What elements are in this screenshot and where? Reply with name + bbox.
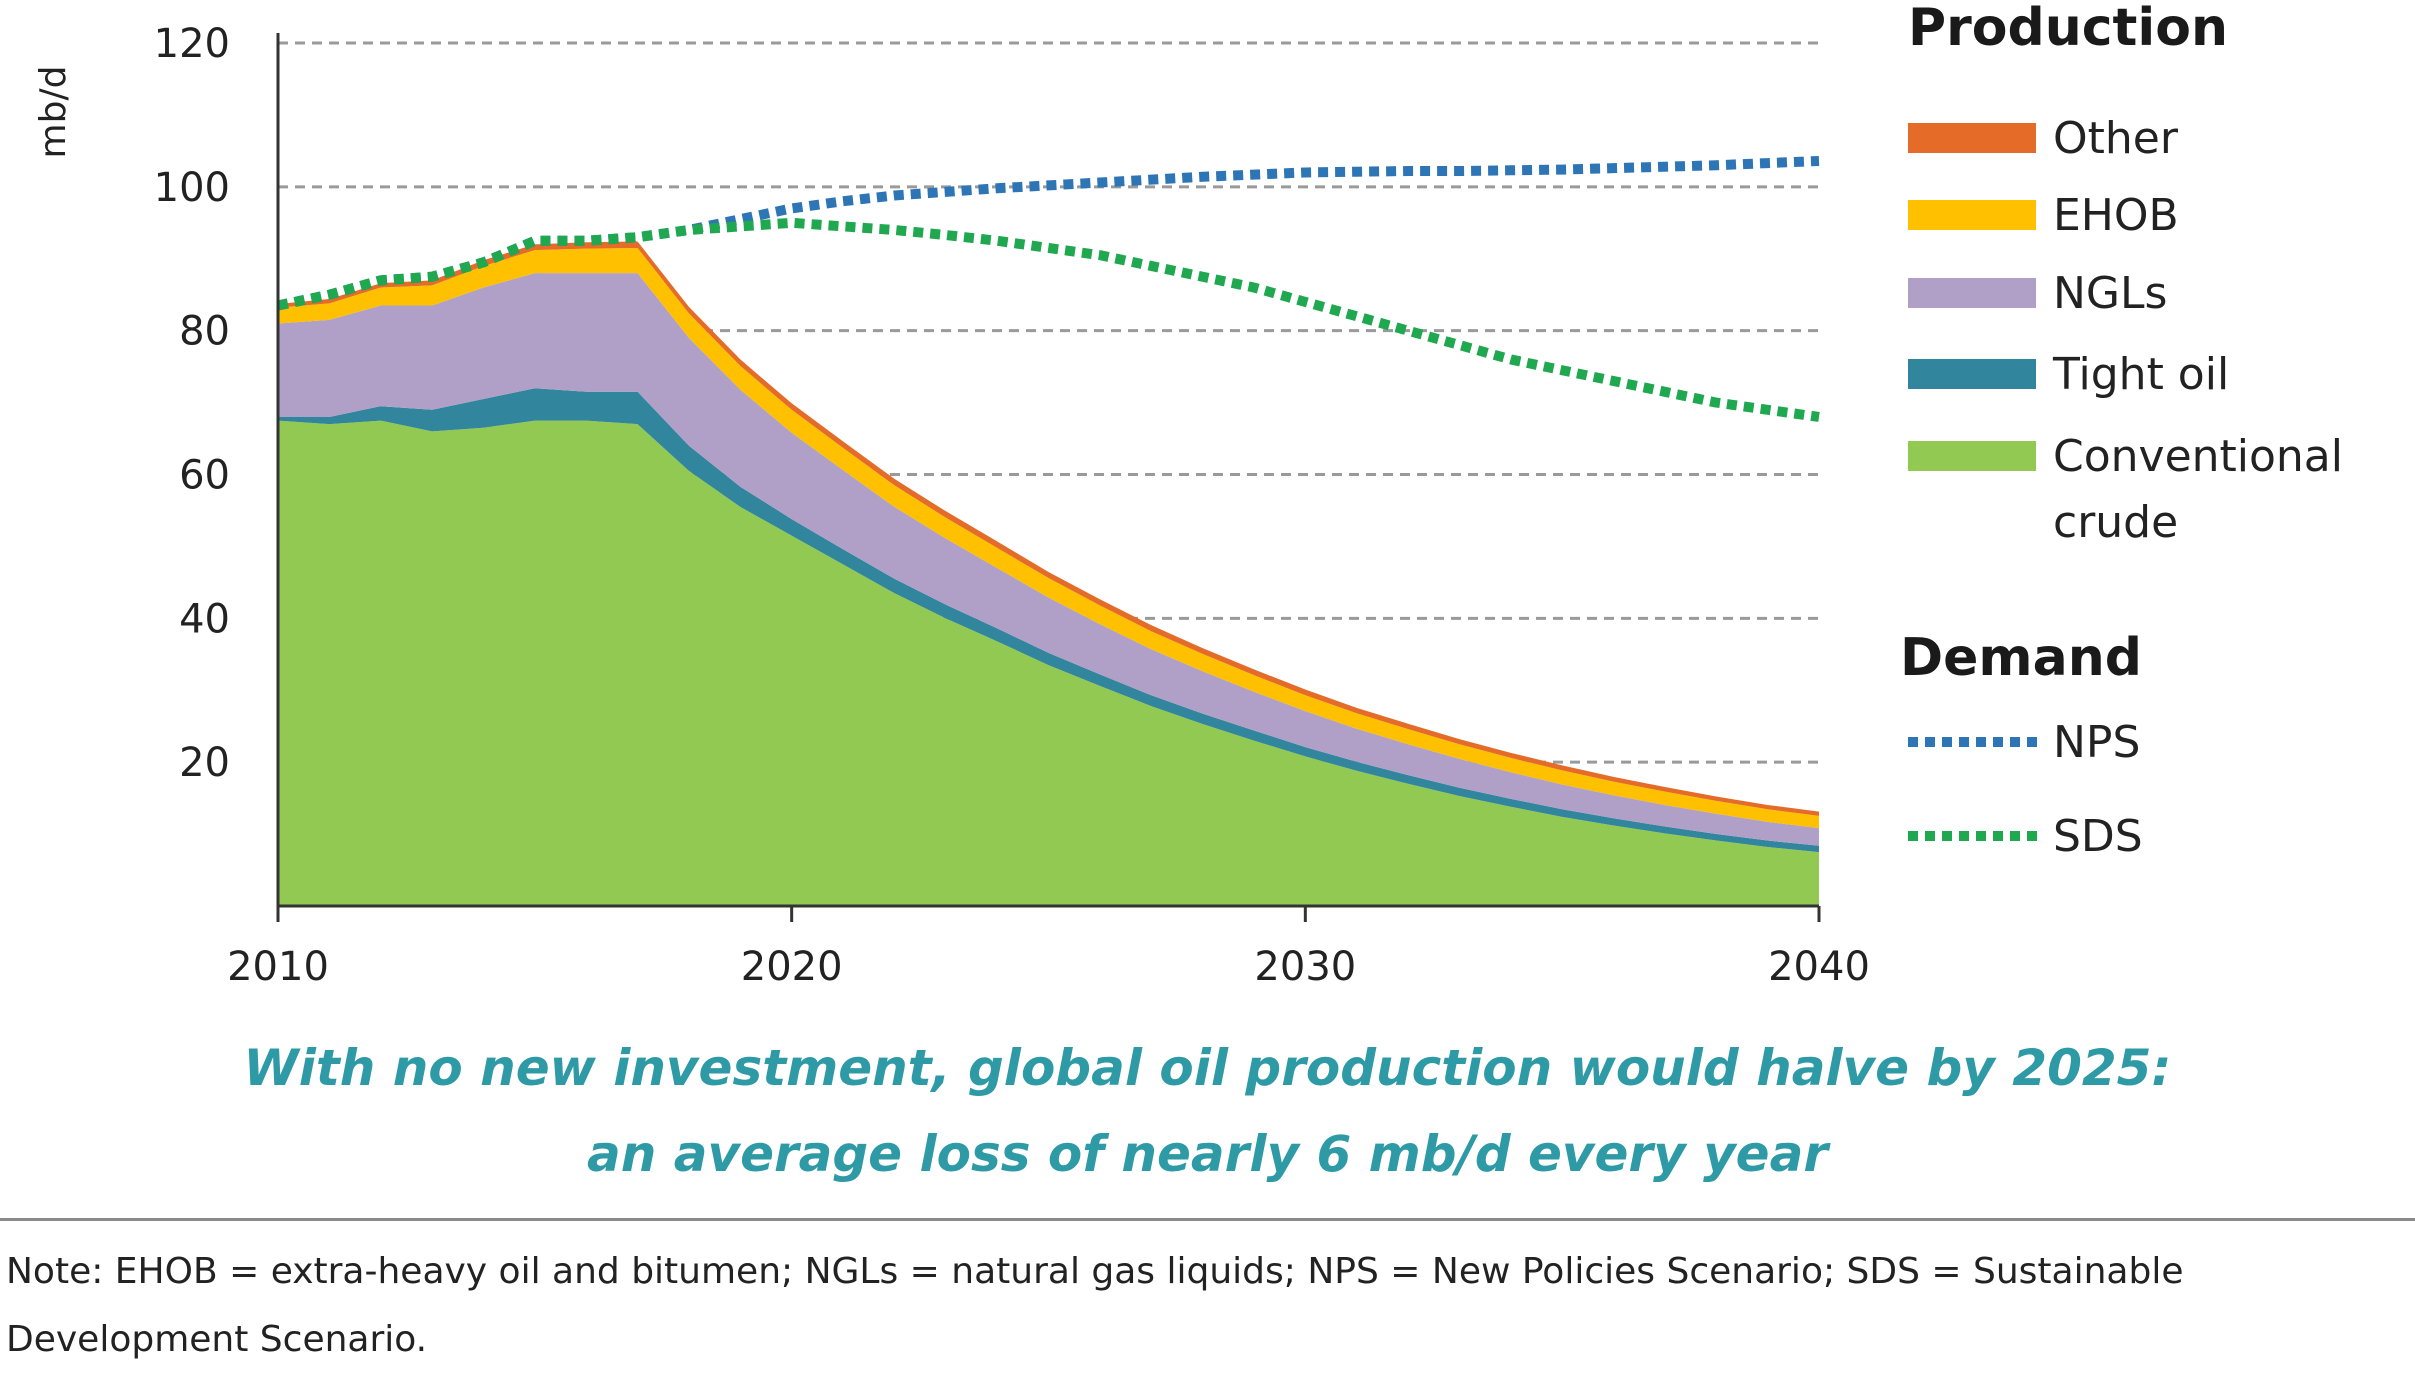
line-sds bbox=[276, 217, 1820, 422]
y-tick-label-80: 80 bbox=[179, 309, 230, 355]
legend-swatch-conventional-crude bbox=[1908, 441, 2036, 471]
y-axis-label: mb/d bbox=[33, 66, 74, 159]
legend-label-ngls: NGLs bbox=[2053, 268, 2167, 319]
divider bbox=[0, 1218, 2415, 1221]
legend-swatch-ngls bbox=[1908, 278, 2036, 308]
legend-label-conventional-crude: Conventional bbox=[2053, 431, 2343, 482]
y-tick-label-120: 120 bbox=[154, 21, 230, 67]
legend-label-conventional-crude-1: crude bbox=[2053, 497, 2178, 548]
legend-production-title: Production bbox=[1908, 0, 2228, 58]
y-tick-label-40: 40 bbox=[179, 596, 230, 642]
x-tick-label-2020: 2020 bbox=[741, 944, 843, 990]
caption-line-1: With no new investment, global oil produ… bbox=[243, 1039, 2172, 1097]
area-ngls bbox=[278, 273, 1819, 846]
y-tick-label-20: 20 bbox=[179, 740, 230, 786]
legend-demand-title: Demand bbox=[1900, 628, 2142, 688]
chart-caption: With no new investment, global oil produ… bbox=[0, 1025, 2415, 1197]
legend-label-ehob: EHOB bbox=[2053, 190, 2179, 241]
y-tick-label-100: 100 bbox=[154, 165, 230, 211]
legend-swatch-other bbox=[1908, 123, 2036, 153]
legend-swatch-ehob bbox=[1908, 200, 2036, 230]
legend-label-sds: SDS bbox=[2053, 811, 2143, 862]
demand-lines bbox=[276, 155, 1820, 422]
legend-label-nps: NPS bbox=[2053, 717, 2140, 768]
footnote: Note: EHOB = extra-heavy oil and bitumen… bbox=[6, 1251, 2184, 1360]
area-conventional-crude bbox=[278, 420, 1819, 906]
legend-label-tight-oil: Tight oil bbox=[2052, 349, 2229, 400]
x-tick-label-2030: 2030 bbox=[1254, 944, 1356, 990]
production-areas bbox=[278, 241, 1819, 906]
x-tick-label-2010: 2010 bbox=[227, 944, 329, 990]
legend-swatch-tight-oil bbox=[1908, 359, 2036, 389]
caption-line-2: an average loss of nearly 6 mb/d every y… bbox=[587, 1125, 1828, 1183]
y-tick-label-60: 60 bbox=[179, 453, 230, 499]
legend: Production Other EHOB NGLs Tight oil Conventi… bbox=[1900, 0, 2343, 862]
line-nps bbox=[276, 155, 1820, 311]
x-tick-label-2040: 2040 bbox=[1768, 944, 1870, 990]
legend-label-other: Other bbox=[2053, 113, 2179, 164]
